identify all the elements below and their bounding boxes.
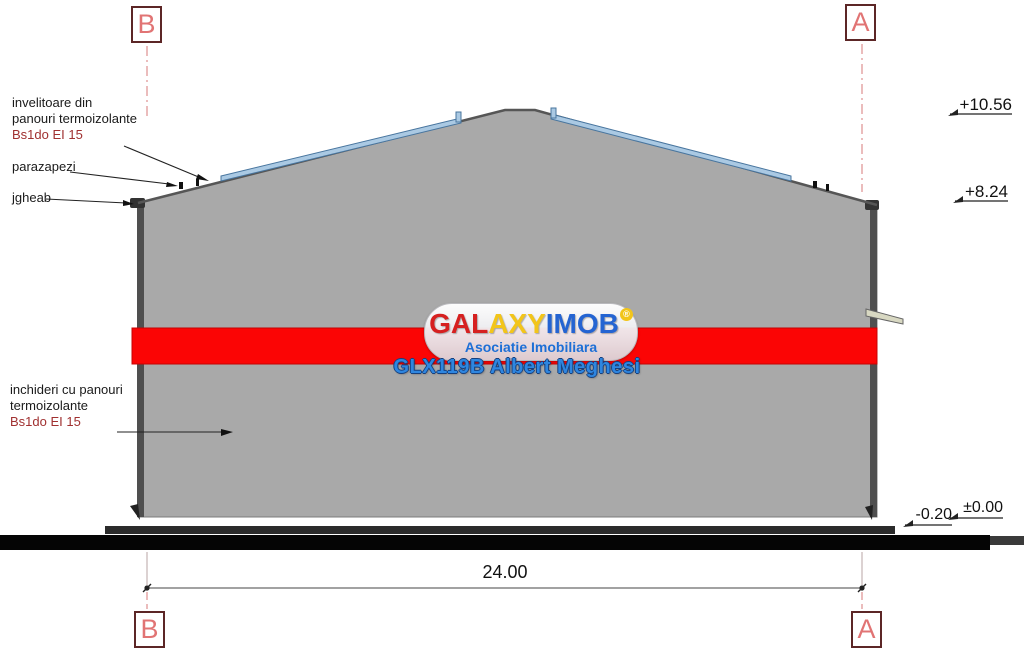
leader-gutter-arrowhead: [123, 200, 134, 206]
leader-snowguard-arrowhead: [166, 182, 178, 187]
grid-marker-a-top: A: [845, 4, 876, 41]
dimension-width-value: 24.00: [482, 562, 528, 582]
snowguard-left-2: [196, 179, 199, 186]
elevation-ridge: +10.56: [959, 95, 1012, 114]
elevation-eave: +8.24: [964, 182, 1008, 201]
roof-label: invelitoare din panouri termoizolante Bs…: [12, 95, 137, 143]
base-arrow-right: [865, 505, 873, 520]
roof-panel-left-notch: [455, 111, 462, 123]
grid-marker-b-top: B: [131, 6, 162, 43]
watermark-subtitle: Asociatie Imobiliara: [464, 338, 598, 355]
wall-label-line2: termoizolante: [10, 398, 89, 413]
ground-band-extension: [990, 536, 1024, 545]
snowguard-right-1: [813, 181, 817, 188]
wall-label: inchideri cu panouri termoizolante Bs1do…: [10, 382, 123, 430]
logo-part-gal: GAL: [429, 307, 489, 339]
grid-marker-a-bottom: A: [851, 611, 882, 648]
logo-part-imob: IMOB: [545, 307, 619, 339]
snowguard-left-1: [179, 182, 183, 189]
roof-label-line1: invelitoare din: [12, 95, 93, 110]
elevation-ground-minus: -0.20: [915, 506, 952, 523]
wall-label-fire-rating: Bs1do EI 15: [10, 414, 81, 429]
logo-part-axy: AXY: [488, 307, 546, 339]
watermark-logo: GALAXYIMOB ®: [429, 307, 633, 339]
leader-roof: [123, 145, 202, 179]
grid-marker-b-bottom: B: [134, 611, 165, 648]
snowguard-label: parazapezi: [12, 159, 76, 174]
roof-panel-right-notch: [550, 107, 557, 119]
plinth-band: [105, 526, 895, 534]
leader-gutter: [45, 198, 127, 204]
level-arrow-ridge: [948, 109, 958, 116]
dimension-tick-right: [857, 583, 867, 593]
snowguard-right-2: [826, 184, 829, 191]
roof-label-line2: panouri termoizolante: [12, 111, 138, 126]
registered-trademark-icon: ®: [619, 307, 633, 321]
base-arrow-left: [130, 504, 140, 520]
watermark-logo-pill: GALAXYIMOB ® Asociatie Imobiliara: [424, 303, 638, 361]
ground-band: [0, 535, 990, 550]
leader-roof-arrowhead: [196, 174, 209, 181]
watermark-listing-code: GLX119B Albert Meghesi: [393, 356, 641, 378]
roof-panel-left: [220, 117, 462, 182]
roof-label-fire-rating: Bs1do EI 15: [12, 127, 83, 142]
dimension-tick-left: [142, 583, 152, 593]
leader-snowguard: [69, 171, 170, 185]
elevation-ground-zero: ±0.00: [963, 499, 1003, 516]
wall-label-line1: inchideri cu panouri: [10, 382, 123, 397]
right-canopy: [865, 308, 904, 325]
leader-wall-arrowhead: [221, 429, 233, 436]
gutter-label: jgheab: [12, 190, 52, 205]
level-arrow-eave: [953, 196, 963, 203]
level-arrow-ground-minus: [903, 520, 913, 527]
level-arrow-ground-zero: [948, 513, 958, 520]
gutter-left-icon: [130, 198, 145, 208]
